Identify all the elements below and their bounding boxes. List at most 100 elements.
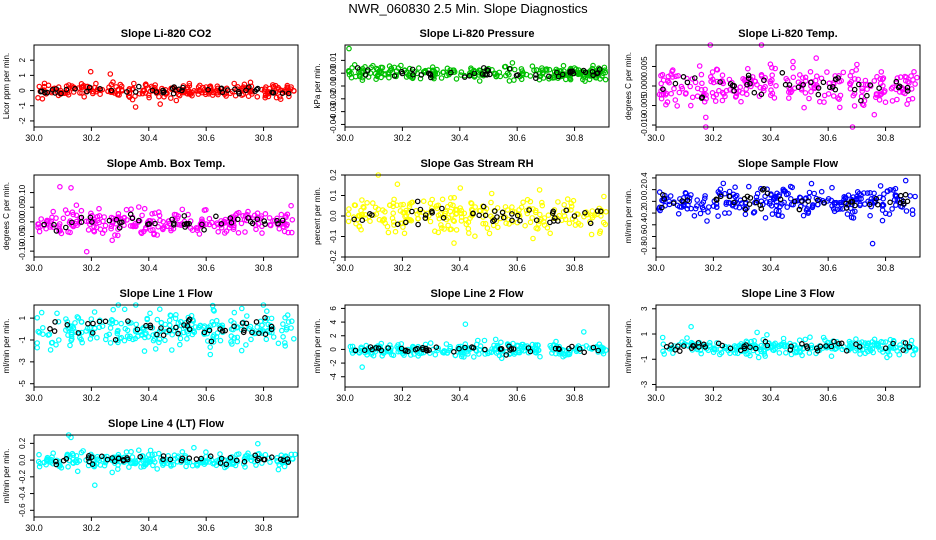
data-point-highlight [185,317,192,324]
data-point [136,447,142,454]
data-point [53,341,59,348]
data-point [123,206,130,213]
plot-frame [344,304,610,388]
data-point [185,458,191,464]
data-point [802,336,809,343]
data-point [74,314,81,320]
data-point [290,87,297,94]
data-point-highlight [417,206,424,213]
data-point [832,346,838,353]
data-point [760,347,767,354]
data-point-highlight [853,341,859,348]
data-point-highlight [414,198,421,205]
data-point [851,76,858,82]
data-point [376,68,382,75]
data-point [108,316,115,323]
data-point [745,350,751,357]
data-point [562,216,569,223]
data-point [701,195,708,202]
data-point [166,317,173,324]
data-point [247,79,254,86]
data-point [867,190,873,196]
y-tick-label: 1 [18,315,27,320]
plot-frame [655,304,921,388]
data-point [364,200,370,206]
data-point [94,217,101,224]
data-point [288,325,294,331]
data-point [83,248,90,255]
data-point [405,216,412,223]
data-point [351,202,358,208]
data-point [596,341,603,348]
data-point [72,320,78,326]
data-point [494,342,501,349]
data-point [879,217,886,224]
data-point [129,454,136,460]
data-point [35,328,42,335]
data-point [659,71,666,78]
data-point-highlight [409,66,416,73]
data-point [471,74,478,80]
data-point-highlight [555,73,562,80]
y-tick-label: 2 [18,57,27,62]
data-point [35,458,42,465]
data-point [453,227,460,233]
data-point [164,223,171,230]
y-tick-label: 0.00 [329,65,338,81]
data-point [829,184,835,191]
data-point [784,204,791,210]
data-point [688,205,694,212]
data-point [43,225,49,232]
figure-title: NWR_060830 2.5 Min. Slope Diagnostics [348,1,588,16]
data-point [96,205,102,212]
data-point [603,209,609,215]
data-point [794,345,800,352]
x-tick-label: 30.2 [83,133,101,143]
data-point [34,344,41,351]
data-point [283,324,290,331]
data-point [757,84,764,91]
data-point [173,97,180,104]
data-point [712,98,719,104]
data-point [285,319,292,325]
data-point-highlight [866,201,873,208]
data-point [871,111,878,118]
data-point-highlight [193,456,200,462]
data-point-highlight [499,209,506,216]
data-point [207,344,214,350]
data-point [710,93,717,100]
data-point-highlight [415,221,421,228]
x-tick-label: 30.2 [83,263,101,273]
data-point-highlight [102,318,109,325]
data-point-highlight [268,454,275,461]
y-tick-label: 0.0 [329,210,338,222]
data-point-highlight [821,200,828,206]
data-point [370,352,377,359]
data-point [156,339,162,346]
data-point [231,80,238,87]
data-point [767,78,774,85]
data-point-highlight [831,338,837,345]
data-point [158,327,164,333]
data-point [109,320,116,327]
data-point [894,96,900,103]
data-point [560,350,567,357]
data-point-highlight [243,320,250,327]
data-point [83,328,89,334]
data-point [184,459,190,465]
data-point-highlight [874,201,881,208]
data-point-highlight [125,318,131,324]
data-point-highlight [814,347,821,354]
data-point [527,73,534,79]
data-point [152,451,158,458]
panel-2: Slope Li-820 Pressure kPa per min. 30.0 30.… [313,28,610,143]
data-point-highlight [108,87,115,94]
data-point [356,350,363,356]
data-point [286,93,292,100]
data-point-highlight [115,455,122,462]
data-point-highlight [277,456,284,463]
data-point [539,202,546,209]
data-point-highlight [134,326,141,333]
data-point [871,78,878,84]
data-point-highlight [906,344,913,350]
